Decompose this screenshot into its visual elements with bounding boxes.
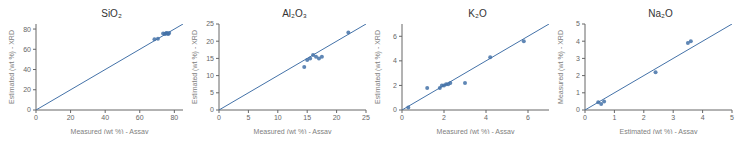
svg-text:5: 5 xyxy=(210,89,214,96)
html-text:Na₂O: Na₂O xyxy=(648,8,673,19)
svg-text:4: 4 xyxy=(701,114,705,121)
svg-text:25: 25 xyxy=(362,114,370,121)
svg-text:10: 10 xyxy=(274,114,282,121)
svg-text:Estimated (wt %) - XRD: Estimated (wt %) - XRD xyxy=(374,30,382,104)
html-text:SiO₂: SiO₂ xyxy=(101,8,122,19)
svg-text:1: 1 xyxy=(576,89,580,96)
svg-text:0: 0 xyxy=(210,106,214,113)
svg-text:6: 6 xyxy=(526,114,530,121)
svg-text:60: 60 xyxy=(23,46,31,53)
svg-text:60: 60 xyxy=(136,114,144,121)
svg-text:10: 10 xyxy=(206,72,214,79)
svg-text:Measured (wt %) - Assay: Measured (wt %) - Assay xyxy=(71,128,149,134)
svg-text:20: 20 xyxy=(67,114,75,121)
html-text:Al₂O₃: Al₂O₃ xyxy=(282,8,307,19)
svg-text:4: 4 xyxy=(576,38,580,45)
svg-text:Measured (wt %) - Assay: Measured (wt %) - Assay xyxy=(254,128,332,134)
svg-text:15: 15 xyxy=(206,55,214,62)
svg-text:25: 25 xyxy=(206,20,214,27)
svg-text:80: 80 xyxy=(23,26,31,33)
svg-text:0: 0 xyxy=(583,114,587,121)
svg-text:5: 5 xyxy=(576,20,580,27)
svg-text:3: 3 xyxy=(671,114,675,121)
svg-text:5: 5 xyxy=(246,114,250,121)
svg-text:0: 0 xyxy=(217,114,221,121)
svg-text:Measured (wt %) - Assay: Measured (wt %) - Assay xyxy=(437,128,515,134)
svg-text:4: 4 xyxy=(484,114,488,121)
svg-text:0: 0 xyxy=(393,106,397,113)
svg-text:2: 2 xyxy=(393,82,397,89)
svg-text:3: 3 xyxy=(576,55,580,62)
svg-text:Measured (wt %) - XRD: Measured (wt %) - XRD xyxy=(557,30,565,104)
svg-text:2: 2 xyxy=(442,114,446,121)
svg-text:0: 0 xyxy=(400,114,404,121)
svg-text:0: 0 xyxy=(576,106,580,113)
svg-text:40: 40 xyxy=(23,66,31,73)
svg-text:20: 20 xyxy=(206,38,214,45)
svg-text:Estimated (wt %) - Assay: Estimated (wt %) - Assay xyxy=(620,128,698,134)
html-text:K₂O: K₂O xyxy=(468,8,487,19)
svg-text:80: 80 xyxy=(170,114,178,121)
svg-text:40: 40 xyxy=(101,114,109,121)
svg-text:15: 15 xyxy=(303,114,311,121)
svg-text:Estimated (wt %) - XRD: Estimated (wt %) - XRD xyxy=(191,30,199,104)
svg-text:20: 20 xyxy=(23,86,31,93)
svg-text:1: 1 xyxy=(612,114,616,121)
svg-text:2: 2 xyxy=(642,114,646,121)
svg-text:0: 0 xyxy=(27,106,31,113)
svg-text:2: 2 xyxy=(576,72,580,79)
svg-text:0: 0 xyxy=(34,114,38,121)
svg-text:6: 6 xyxy=(393,33,397,40)
svg-text:20: 20 xyxy=(333,114,341,121)
svg-text:4: 4 xyxy=(393,57,397,64)
svg-text:5: 5 xyxy=(730,114,734,121)
svg-text:Estimated (wt %) - XRD: Estimated (wt %) - XRD xyxy=(8,30,16,104)
